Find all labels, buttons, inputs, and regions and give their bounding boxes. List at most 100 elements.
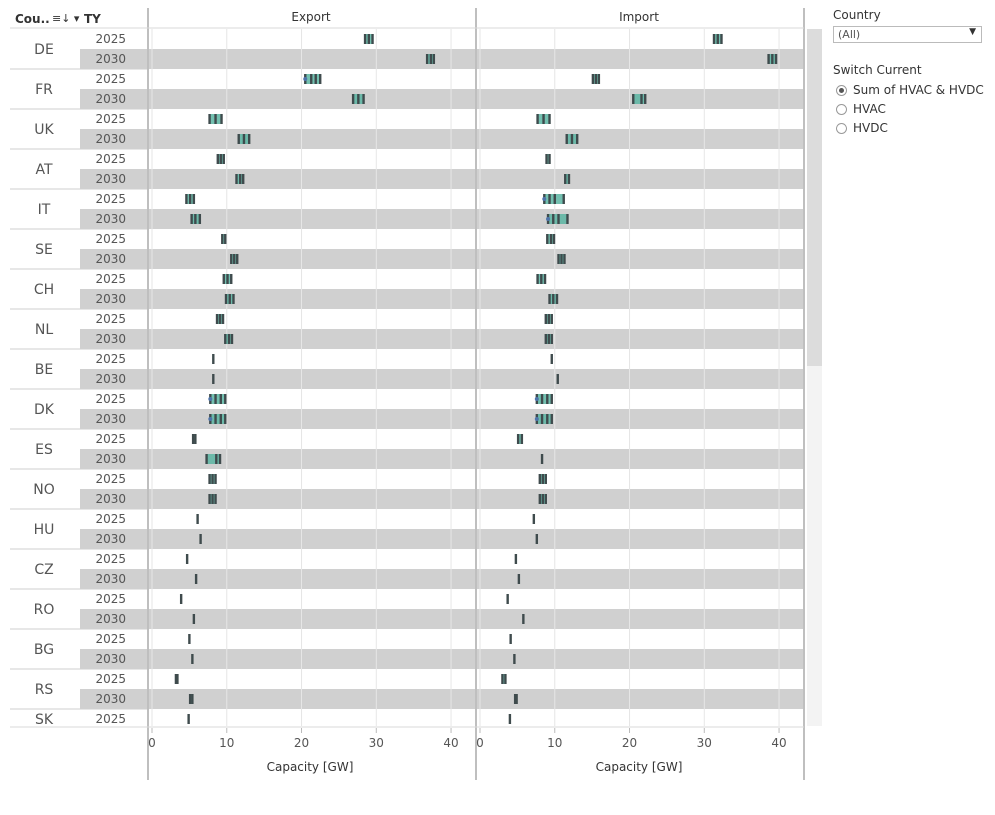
data-tick <box>566 214 569 224</box>
ty-column-header[interactable]: TY <box>84 12 101 26</box>
data-tick <box>550 354 553 364</box>
row-band <box>80 649 804 669</box>
data-tick <box>219 414 222 424</box>
data-tick <box>549 234 553 244</box>
data-tick <box>548 154 551 164</box>
range-bar <box>502 674 506 684</box>
data-tick <box>211 474 214 484</box>
data-tick <box>242 174 245 184</box>
data-tick <box>216 154 219 164</box>
data-tick <box>208 474 211 484</box>
country-filter-dropdown[interactable]: (All) ▼ <box>833 26 982 43</box>
outlier-dot <box>546 217 551 221</box>
data-tick <box>564 174 567 184</box>
year-label: 2025 <box>95 432 126 446</box>
data-tick <box>548 294 551 304</box>
data-tick <box>191 694 194 704</box>
data-tick <box>176 674 179 684</box>
country-label: RS <box>35 682 54 698</box>
data-tick <box>174 674 178 684</box>
radio-hvac[interactable]: HVAC <box>836 102 886 116</box>
radio-icon[interactable] <box>836 103 847 115</box>
country-label: FR <box>35 82 53 98</box>
data-tick <box>575 134 579 144</box>
data-tick <box>640 94 643 104</box>
data-tick <box>224 394 227 404</box>
data-tick <box>767 54 770 64</box>
radio-hvdc[interactable]: HVDC <box>836 121 888 135</box>
radio-sum-hvac-hvdc[interactable]: Sum of HVAC & HVDC <box>836 83 984 97</box>
axis-tick-label: 0 <box>476 736 484 750</box>
data-tick <box>214 394 217 404</box>
data-tick <box>236 254 239 264</box>
range-bar <box>210 414 226 424</box>
country-column-header[interactable]: Cou.. <box>15 12 50 26</box>
data-tick <box>546 394 549 404</box>
axis-tick-label: 20 <box>294 736 309 750</box>
data-tick <box>546 234 549 244</box>
range-bar <box>536 414 552 424</box>
data-tick <box>544 314 547 324</box>
axis-tick-label: 30 <box>697 736 712 750</box>
data-tick <box>314 74 317 84</box>
year-label: 2025 <box>95 552 126 566</box>
sort-icon[interactable]: ≡↓ ▾ <box>52 12 80 25</box>
data-tick <box>536 274 539 284</box>
data-tick <box>501 674 504 684</box>
data-tick <box>218 314 222 324</box>
data-tick <box>242 134 246 144</box>
row-band <box>80 529 804 549</box>
range-bar <box>305 74 321 84</box>
data-tick <box>565 134 568 144</box>
country-label: AT <box>35 162 52 178</box>
data-tick <box>185 194 188 204</box>
data-tick <box>221 234 224 244</box>
country-label: IT <box>38 202 51 218</box>
data-tick <box>224 334 227 344</box>
country-label: RO <box>34 602 55 618</box>
data-tick <box>522 614 525 624</box>
data-tick <box>219 394 222 404</box>
row-band <box>80 689 804 709</box>
data-tick <box>538 474 542 484</box>
year-label: 2030 <box>95 52 126 66</box>
range-bar <box>633 94 646 104</box>
data-tick <box>226 274 229 284</box>
axis-tick-label: 30 <box>369 736 384 750</box>
data-tick <box>196 514 199 524</box>
axis-tick-label: 10 <box>219 736 234 750</box>
data-tick <box>194 214 197 224</box>
scrollbar-thumb[interactable] <box>807 29 822 366</box>
data-tick <box>214 114 217 124</box>
data-tick <box>504 674 507 684</box>
row-band <box>80 249 804 269</box>
data-tick <box>239 174 242 184</box>
data-tick <box>222 274 225 284</box>
data-tick <box>235 174 238 184</box>
data-tick <box>552 234 556 244</box>
data-tick <box>541 474 544 484</box>
data-tick <box>212 374 215 384</box>
country-label: BE <box>35 362 53 378</box>
chevron-down-icon[interactable]: ▼ <box>969 27 976 37</box>
year-label: 2025 <box>95 672 126 686</box>
axis-tick-label: 40 <box>443 736 458 750</box>
range-bar <box>518 434 522 444</box>
range-bar <box>222 234 226 244</box>
data-tick <box>716 34 719 44</box>
data-tick <box>198 214 202 224</box>
country-label: SK <box>35 712 54 728</box>
data-tick <box>224 234 227 244</box>
data-tick <box>233 254 236 264</box>
country-label: ES <box>35 442 53 458</box>
year-label: 2030 <box>95 692 126 706</box>
radio-icon[interactable] <box>836 122 847 134</box>
year-label: 2025 <box>95 272 126 286</box>
data-tick <box>552 294 555 304</box>
data-tick <box>541 494 544 504</box>
data-tick <box>187 714 190 724</box>
radio-selected-icon[interactable] <box>836 84 847 96</box>
data-tick <box>532 514 536 524</box>
axis-tick-label: 20 <box>622 736 637 750</box>
data-tick <box>190 214 193 224</box>
